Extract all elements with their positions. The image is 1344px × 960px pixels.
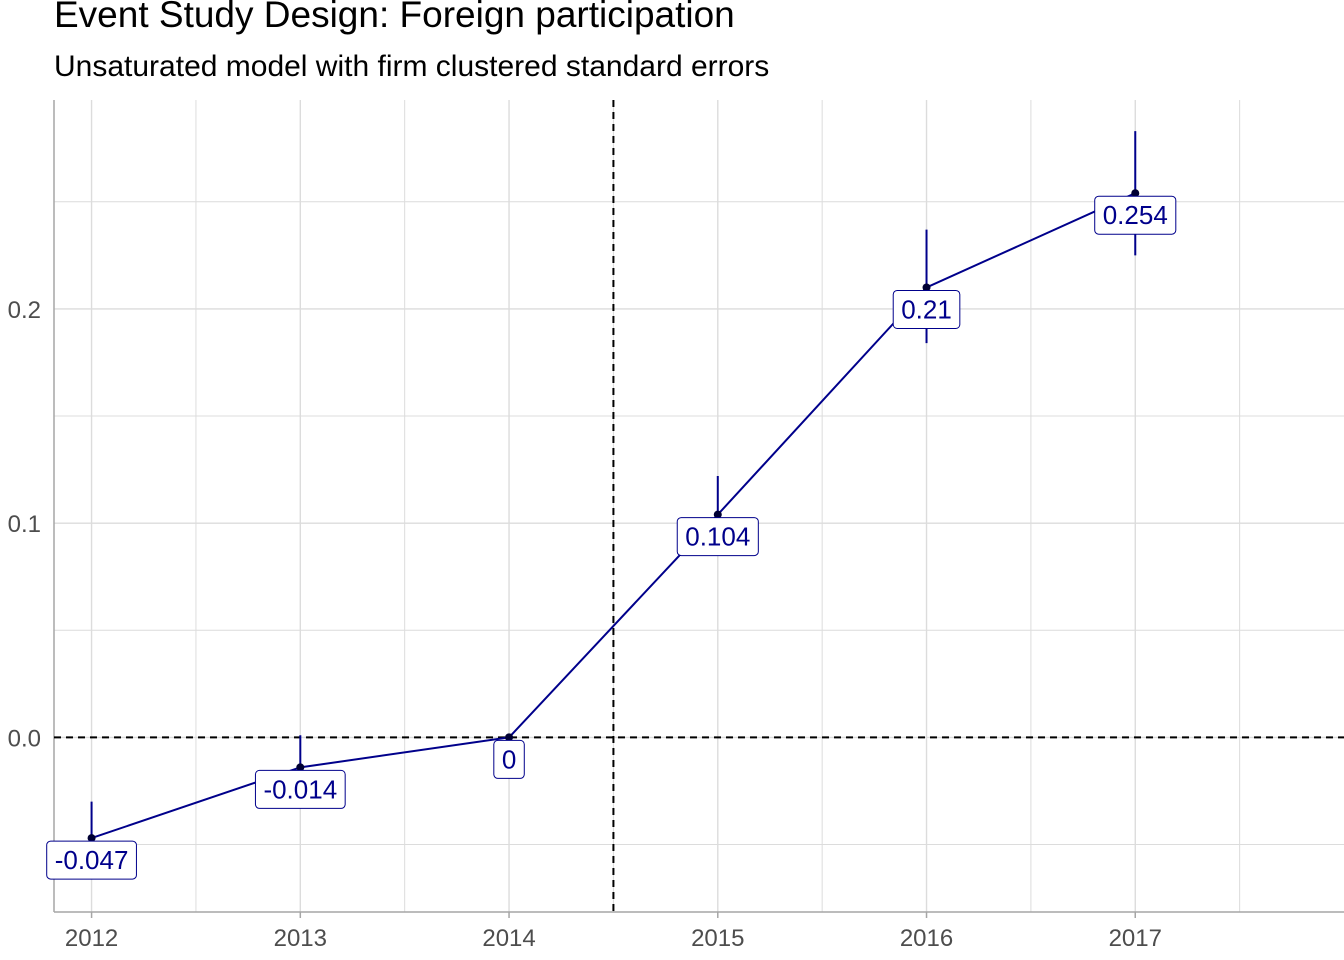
data-label-text: 0.104 xyxy=(685,522,750,552)
chart-title: Event Study Design: Foreign participatio… xyxy=(54,0,735,35)
data-label: -0.014 xyxy=(254,769,346,809)
data-label-box xyxy=(676,517,759,557)
data-label-text: -0.047 xyxy=(55,845,129,875)
data-label-box xyxy=(46,840,137,880)
chart-subtitle: Unsaturated model with firm clustered st… xyxy=(54,50,770,83)
x-tick-label: 2016 xyxy=(900,925,953,952)
data-point xyxy=(1131,189,1140,198)
x-tick-label: 2015 xyxy=(691,925,744,952)
data-label-text: 0.254 xyxy=(1103,200,1168,230)
data-label-box xyxy=(892,289,961,329)
data-point xyxy=(505,733,514,742)
y-tick-label: 0.0 xyxy=(8,725,41,752)
x-tick-label: 2017 xyxy=(1109,925,1162,952)
data-label: 0.254 xyxy=(1094,195,1177,235)
data-point xyxy=(296,763,305,772)
x-tick-label: 2012 xyxy=(65,925,118,952)
data-point xyxy=(87,834,96,843)
data-label: 0.104 xyxy=(676,517,759,557)
data-point xyxy=(922,283,931,292)
data-point xyxy=(713,510,722,519)
y-tick-label: 0.1 xyxy=(8,511,41,538)
x-tick-label: 2014 xyxy=(482,925,535,952)
y-tick-label: 0.2 xyxy=(8,297,41,324)
data-label-box xyxy=(1094,195,1177,235)
data-label-text: 0.21 xyxy=(901,294,952,324)
data-label-box xyxy=(493,739,525,779)
data-label: 0 xyxy=(493,739,525,779)
x-tick-label: 2013 xyxy=(274,925,327,952)
data-label: -0.047 xyxy=(46,840,137,880)
data-label: 0.21 xyxy=(892,289,961,329)
data-label-text: 0 xyxy=(502,744,516,774)
data-label-box xyxy=(254,769,346,809)
data-label-text: -0.014 xyxy=(263,774,337,804)
